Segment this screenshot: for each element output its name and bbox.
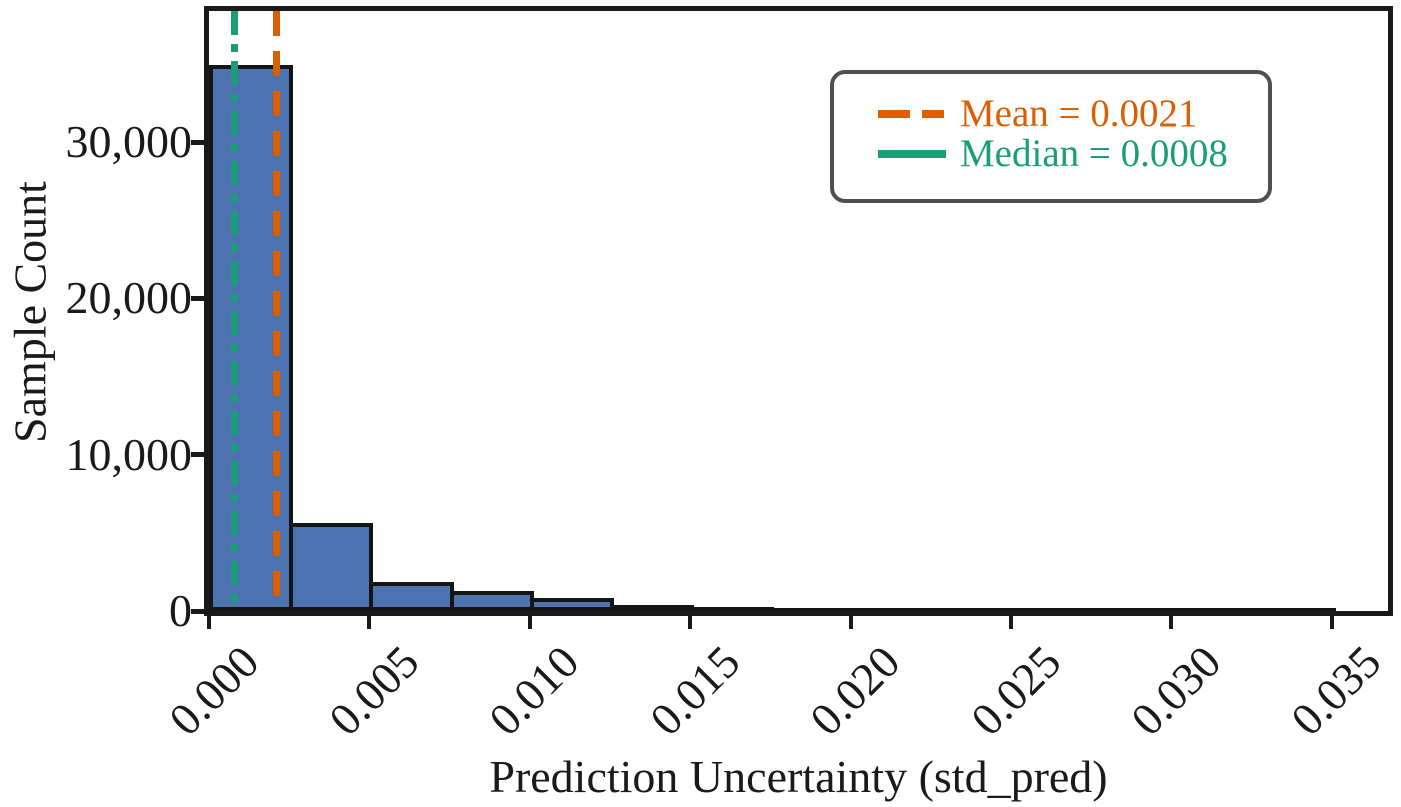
y-tick-label: 0	[169, 585, 192, 636]
histogram-bar	[930, 608, 1015, 611]
y-tick-mark	[191, 452, 204, 458]
histogram-bar	[690, 607, 775, 611]
x-tick-label: 0.000	[158, 635, 268, 746]
y-tick-label: 30,000	[65, 116, 193, 168]
legend-entry: Median = 0.0008	[878, 134, 1268, 174]
legend: Mean = 0.0021 Median = 0.0008	[830, 70, 1272, 203]
y-tick-label: 10,000	[65, 428, 193, 480]
plot-area	[209, 11, 1388, 611]
x-axis-label: Prediction Uncertainty (std_pred)	[489, 751, 1108, 802]
x-tick-label: 0.025	[960, 635, 1070, 746]
y-tick-mark	[191, 608, 204, 614]
x-tick-mark	[688, 616, 693, 629]
histogram-bar	[1171, 608, 1256, 611]
x-tick-mark	[1169, 616, 1174, 629]
histogram-bar	[209, 65, 294, 611]
y-tick-label: 20,000	[65, 272, 193, 324]
histogram-bar	[369, 582, 454, 611]
y-tick-mark	[191, 139, 204, 145]
histogram-bar	[529, 598, 614, 611]
histogram-bar	[850, 608, 935, 611]
legend-label: Mean = 0.0021	[960, 92, 1198, 135]
mean-line	[272, 11, 280, 611]
x-tick-label: 0.030	[1121, 635, 1231, 746]
x-tick-label: 0.005	[319, 635, 429, 746]
legend-line-sample	[878, 150, 946, 158]
x-tick-mark	[848, 616, 853, 629]
histogram-bar	[1251, 608, 1336, 611]
x-tick-label: 0.035	[1281, 635, 1391, 746]
histogram-bar	[1091, 608, 1176, 611]
legend-label: Median = 0.0008	[960, 132, 1228, 175]
x-tick-mark	[367, 616, 372, 629]
x-tick-mark	[527, 616, 532, 629]
x-tick-mark	[1009, 616, 1013, 629]
x-tick-label: 0.020	[800, 635, 910, 746]
median-line	[231, 11, 239, 611]
x-tick-mark	[207, 616, 211, 629]
legend-line-sample	[878, 110, 946, 118]
x-tick-label: 0.015	[639, 635, 750, 746]
y-tick-mark	[191, 295, 204, 301]
histogram-bar	[449, 591, 534, 611]
x-tick-label: 0.010	[479, 635, 589, 746]
histogram-bar	[770, 608, 855, 611]
legend-entry: Mean = 0.0021	[878, 94, 1268, 134]
x-tick-mark	[1329, 616, 1334, 629]
histogram-bar	[289, 523, 374, 611]
histogram-bar	[1011, 608, 1096, 611]
histogram-bar	[610, 605, 695, 611]
y-axis-label: Sample Count	[4, 181, 56, 443]
